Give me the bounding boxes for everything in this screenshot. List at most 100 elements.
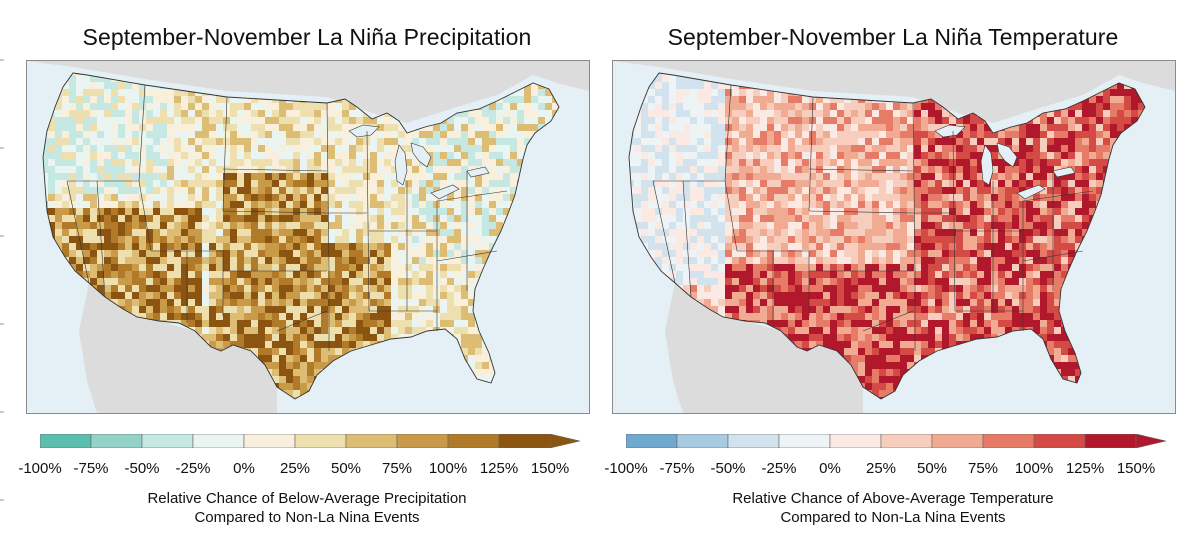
map-cell	[244, 201, 252, 209]
map-cell	[272, 138, 280, 146]
map-cell	[377, 285, 385, 293]
map-cell	[279, 376, 287, 384]
map-cell	[76, 187, 84, 195]
map-cell	[146, 103, 154, 111]
map-cell	[335, 103, 343, 111]
map-cell	[384, 173, 392, 181]
map-cell	[111, 89, 119, 97]
map-cell	[461, 124, 469, 132]
map-cell	[524, 110, 532, 118]
map-cell	[62, 152, 70, 160]
map-cell	[111, 257, 119, 265]
map-cell	[139, 152, 147, 160]
map-cell	[251, 96, 259, 104]
map-cell	[209, 194, 217, 202]
map-cell	[342, 320, 350, 328]
map-cell	[230, 201, 238, 209]
map-cell	[356, 327, 364, 335]
map-cell	[111, 131, 119, 139]
map-cell	[251, 117, 259, 125]
map-cell	[489, 173, 497, 181]
map-cell	[496, 222, 504, 230]
map-cell	[272, 187, 280, 195]
map-cell	[181, 285, 189, 293]
map-cell	[440, 152, 448, 160]
map-cell	[725, 96, 733, 104]
map-cell	[293, 250, 301, 258]
map-cell	[293, 131, 301, 139]
map-cell	[447, 313, 455, 321]
map-cell	[209, 138, 217, 146]
map-cell	[426, 236, 434, 244]
map-cell	[293, 145, 301, 153]
map-cell	[83, 152, 91, 160]
map-cell	[111, 152, 119, 160]
map-cell	[118, 187, 126, 195]
map-cell	[307, 138, 315, 146]
map-cell	[1040, 124, 1048, 132]
map-cell	[300, 250, 308, 258]
map-cell	[697, 89, 705, 97]
map-cell	[454, 124, 462, 132]
map-cell	[251, 292, 259, 300]
map-cell	[935, 110, 943, 118]
map-cell	[398, 313, 406, 321]
map-cell	[237, 152, 245, 160]
map-cell	[223, 264, 231, 272]
map-cell	[90, 138, 98, 146]
map-cell	[244, 257, 252, 265]
map-cell	[447, 264, 455, 272]
map-cell	[153, 264, 161, 272]
map-cell	[237, 299, 245, 307]
map-cell	[237, 124, 245, 132]
map-cell	[718, 103, 726, 111]
map-cell	[753, 117, 761, 125]
map-cell	[454, 166, 462, 174]
map-cell	[830, 117, 838, 125]
map-cell	[286, 166, 294, 174]
map-cell	[181, 110, 189, 118]
map-cell	[167, 215, 175, 223]
map-cell	[230, 152, 238, 160]
map-cell	[384, 208, 392, 216]
map-cell	[384, 222, 392, 230]
map-cell	[718, 117, 726, 125]
map-cell	[879, 103, 887, 111]
map-cell	[132, 264, 140, 272]
map-cell	[83, 117, 91, 125]
map-cell	[237, 292, 245, 300]
map-cell	[349, 138, 357, 146]
map-cell	[237, 285, 245, 293]
map-cell	[272, 292, 280, 300]
map-cell	[111, 96, 119, 104]
map-cell	[111, 180, 119, 188]
map-cell	[167, 110, 175, 118]
map-cell	[398, 138, 406, 146]
map-cell	[195, 187, 203, 195]
map-cell	[160, 222, 168, 230]
map-cell	[174, 236, 182, 244]
map-cell	[760, 110, 768, 118]
map-cell	[363, 180, 371, 188]
map-cell	[482, 110, 490, 118]
map-cell	[482, 257, 490, 265]
map-cell	[293, 362, 301, 370]
map-cell	[335, 264, 343, 272]
map-cell	[391, 229, 399, 237]
map-cell	[746, 124, 754, 132]
map-cell	[377, 250, 385, 258]
map-cell	[202, 222, 210, 230]
map-cell	[412, 229, 420, 237]
map-cell	[118, 138, 126, 146]
map-cell	[209, 278, 217, 286]
map-cell	[174, 166, 182, 174]
map-cell	[216, 229, 224, 237]
map-cell	[454, 334, 462, 342]
map-cell	[823, 110, 831, 118]
map-cell	[188, 292, 196, 300]
map-cell	[160, 110, 168, 118]
map-cell	[1124, 96, 1132, 104]
map-cell	[809, 110, 817, 118]
map-cell	[377, 131, 385, 139]
map-cell	[342, 103, 350, 111]
